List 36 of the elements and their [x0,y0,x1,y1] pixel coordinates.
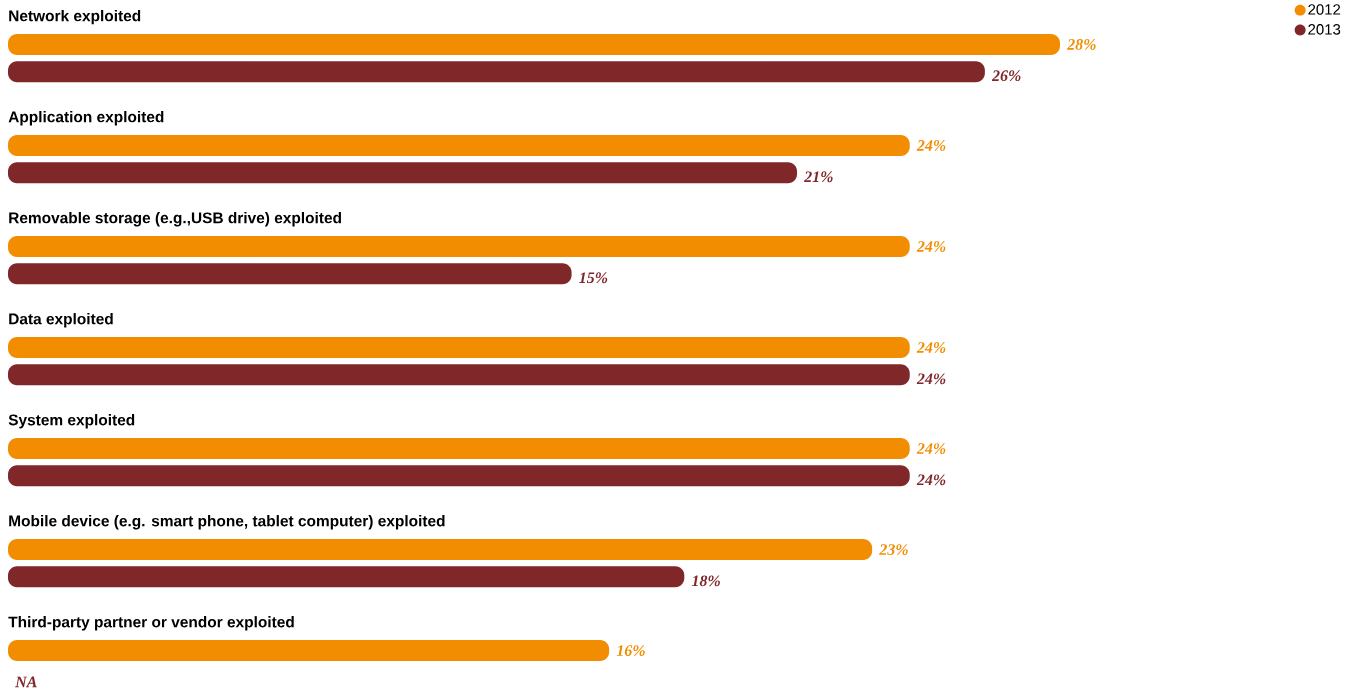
data-label: 24% [916,140,946,151]
data-label: 21% [804,171,833,183]
legend-label: 2012 [1308,4,1341,15]
bar [8,539,873,561]
y-tick-label: Third-party partner or vendor exploited [8,616,294,631]
bar [8,134,910,156]
data-label: 28% [1067,39,1096,50]
data-label: 23% [879,544,908,555]
bar [8,566,685,588]
data-label: 26% [991,70,1021,82]
y-tick-label: System exploited [8,414,135,429]
text: NA [15,676,37,688]
y-tick-label: Removable storage (e.g.,USB drive) exploited [9,211,341,227]
legend-label: 2013 [1308,24,1341,35]
data-label: 18% [691,575,720,587]
y-tick-label: Application exploited [8,110,164,126]
y-tick-label: Mobile device (e.g. smart phone, tablet computer) exploited [9,515,445,530]
bar [8,263,572,285]
y-tick-label: Data exploited [9,313,113,328]
bar [8,235,910,257]
bar [8,640,610,662]
data-label: 24% [916,342,946,353]
bar [8,337,910,359]
bar [8,438,910,460]
bar [8,61,985,83]
bar [8,364,910,386]
data-label: 16% [616,645,645,656]
data-label: 24% [916,474,946,486]
bar [8,162,798,184]
data-label: 24% [916,241,946,252]
bar [8,33,1061,55]
data-label: 24% [916,373,946,385]
y-tick-label: Network exploited [9,9,141,25]
data-label: 24% [916,443,946,454]
data-label: 15% [579,272,608,284]
bar [8,465,910,487]
